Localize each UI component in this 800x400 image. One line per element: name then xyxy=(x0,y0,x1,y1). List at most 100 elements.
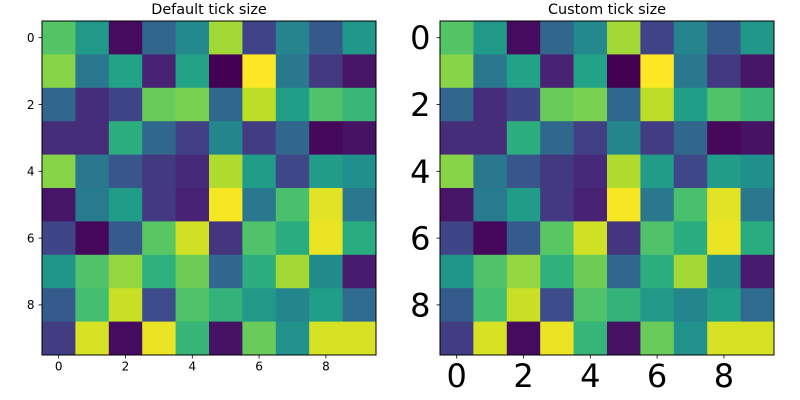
y-axis-ticks: 0 2 4 6 8 xyxy=(410,19,440,324)
x-tick-label: 0 xyxy=(55,360,63,374)
heatmap-cell xyxy=(473,154,508,189)
heatmap-cell xyxy=(42,154,76,189)
heatmap-cell xyxy=(108,254,143,289)
heatmap-cell xyxy=(275,21,310,55)
heatmap-cell xyxy=(707,321,741,356)
y-tick-label: 2 xyxy=(27,98,35,112)
heatmap-cell xyxy=(740,288,775,322)
y-tick-label: 4 xyxy=(410,153,430,191)
heatmap-cell xyxy=(607,221,641,256)
y-tick-label: 4 xyxy=(27,165,35,179)
x-tick-label: 4 xyxy=(580,357,600,395)
heatmap-cell xyxy=(75,154,110,189)
heatmap-cell xyxy=(740,321,775,356)
heatmap-cell xyxy=(740,221,775,256)
heatmap-cell xyxy=(242,188,277,222)
heatmap-cell xyxy=(142,188,176,222)
heatmap-cell xyxy=(108,21,143,55)
heatmap-cell xyxy=(607,188,641,222)
panel-title: Custom tick size xyxy=(548,2,666,18)
heatmap-cell xyxy=(75,54,110,89)
heatmap-cell xyxy=(75,21,110,55)
heatmap-cell xyxy=(740,21,775,55)
x-axis-ticks: 0 2 4 6 8 xyxy=(55,355,330,374)
heatmap-cell xyxy=(506,321,541,356)
heatmap-cell xyxy=(573,221,608,256)
heatmap-cell xyxy=(275,221,310,256)
heatmap-cell xyxy=(440,121,474,155)
x-tick-label: 2 xyxy=(122,360,130,374)
heatmap-cell xyxy=(607,121,641,155)
heatmap-cell xyxy=(309,254,343,289)
heatmap-cell xyxy=(342,87,377,122)
heatmap-cell xyxy=(440,54,474,89)
heatmap-cell xyxy=(440,321,474,356)
heatmap-cell xyxy=(506,54,541,89)
heatmap-cell xyxy=(440,154,474,189)
heatmap-cell xyxy=(440,188,474,222)
heatmap-cell xyxy=(342,188,377,222)
y-axis-ticks: 0 2 4 6 8 xyxy=(27,31,42,312)
heatmap-cell xyxy=(309,188,343,222)
heatmap-cell xyxy=(607,154,641,189)
heatmap-cell xyxy=(673,188,708,222)
heatmap-cell xyxy=(473,87,508,122)
heatmap-cell xyxy=(108,221,143,256)
heatmap-cell xyxy=(473,121,508,155)
heatmap-cell xyxy=(673,21,708,55)
heatmap-cell xyxy=(309,288,343,322)
heatmap-cell xyxy=(540,288,574,322)
heatmap-cell xyxy=(209,321,243,356)
heatmap-cell xyxy=(42,87,76,122)
heatmap-cell xyxy=(640,254,675,289)
heatmap-cell xyxy=(175,254,210,289)
heatmap-cell xyxy=(440,254,474,289)
heatmap-cell xyxy=(175,121,210,155)
heatmap-cell xyxy=(540,21,574,55)
x-tick-label: 6 xyxy=(647,357,667,395)
x-tick-label: 4 xyxy=(188,360,196,374)
panel-title: Default tick size xyxy=(151,2,267,18)
heatmap-cell xyxy=(473,321,508,356)
heatmap-cell xyxy=(342,154,377,189)
heatmap-cell xyxy=(142,288,176,322)
heatmap-cell xyxy=(142,87,176,122)
heatmap-cell xyxy=(275,54,310,89)
heatmap-cell xyxy=(506,154,541,189)
heatmap-cell xyxy=(640,87,675,122)
heatmap-cell xyxy=(707,54,741,89)
heatmap-cell xyxy=(342,321,377,356)
heatmap-cell xyxy=(309,121,343,155)
x-tick-label: 8 xyxy=(322,360,330,374)
heatmap-cell xyxy=(540,321,574,356)
heatmap-cell xyxy=(242,321,277,356)
heatmap-cell xyxy=(142,121,176,155)
heatmap-cell xyxy=(309,154,343,189)
heatmap-cell xyxy=(640,188,675,222)
heatmap-cell xyxy=(209,188,243,222)
heatmap-cell xyxy=(740,154,775,189)
y-tick-label: 0 xyxy=(410,19,430,57)
heatmap-cell xyxy=(640,288,675,322)
heatmap-cell xyxy=(573,21,608,55)
heatmap-cell xyxy=(707,288,741,322)
heatmap-cell xyxy=(175,321,210,356)
heatmap-cell xyxy=(75,221,110,256)
heatmap-cell xyxy=(573,121,608,155)
heatmap-cell xyxy=(506,221,541,256)
heatmap-cell xyxy=(42,288,76,322)
heatmap-cell xyxy=(75,321,110,356)
heatmap-cell xyxy=(640,154,675,189)
heatmap-cell xyxy=(506,288,541,322)
heatmap-cell xyxy=(740,254,775,289)
heatmap-cell xyxy=(275,321,310,356)
heatmap-cell xyxy=(440,221,474,256)
heatmap-cell xyxy=(506,121,541,155)
heatmap-cells xyxy=(42,21,377,356)
heatmap-cell xyxy=(75,254,110,289)
heatmap-cell xyxy=(275,188,310,222)
heatmap-cell xyxy=(607,288,641,322)
heatmap-cell xyxy=(75,87,110,122)
heatmap-cell xyxy=(707,154,741,189)
heatmap-cell xyxy=(540,188,574,222)
